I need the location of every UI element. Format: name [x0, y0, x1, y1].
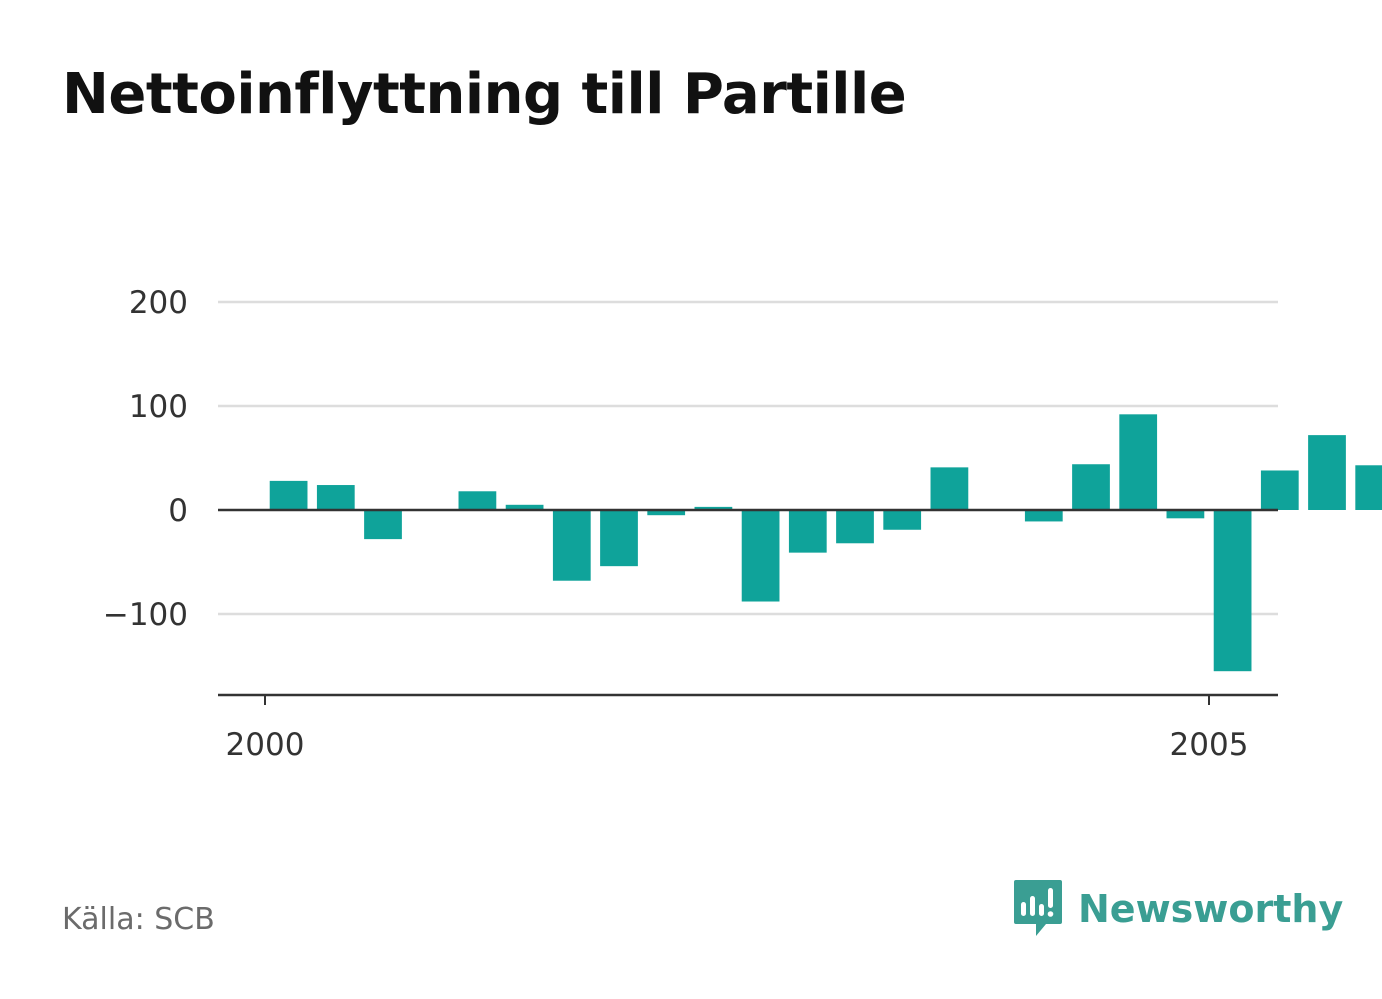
brand-name: Newsworthy [1078, 887, 1344, 931]
bar [1119, 414, 1158, 510]
bar [883, 510, 922, 530]
bar [269, 480, 308, 510]
bar [364, 510, 402, 540]
bar [741, 510, 780, 602]
bar [600, 510, 638, 567]
x-tick-label: 2005 [1170, 727, 1249, 763]
y-tick-label: −100 [103, 597, 188, 633]
brand-logo[interactable]: Newsworthy [1012, 878, 1343, 940]
bar-series [269, 414, 1382, 672]
y-tick-label: 0 [168, 493, 188, 529]
bar [1072, 464, 1110, 510]
bar [1213, 510, 1252, 672]
y-axis-tick-labels: −100 0 100 200 [103, 285, 188, 633]
newsworthy-logo-icon [1014, 880, 1062, 936]
gridlines [218, 300, 1278, 616]
bar [836, 510, 874, 544]
bar [458, 491, 497, 510]
source-note: Källa: SCB [62, 902, 215, 937]
bar [647, 510, 686, 516]
axes [218, 508, 1278, 705]
bar [1260, 470, 1299, 510]
y-tick-label: 100 [129, 389, 188, 425]
bar [788, 510, 827, 553]
bar [1166, 510, 1205, 519]
bar [552, 510, 591, 581]
bar [505, 504, 544, 510]
bar [1024, 510, 1063, 522]
x-tick-label: 2000 [226, 727, 305, 763]
bar [694, 506, 733, 510]
x-axis-tick-labels: 200020052010201520202025 [226, 727, 1249, 763]
y-tick-label: 200 [129, 285, 188, 321]
bar [1355, 465, 1382, 510]
bar [1308, 435, 1346, 510]
chart-title: Nettoinflyttning till Partille [62, 62, 907, 127]
bar [316, 485, 355, 510]
bar [930, 467, 969, 510]
